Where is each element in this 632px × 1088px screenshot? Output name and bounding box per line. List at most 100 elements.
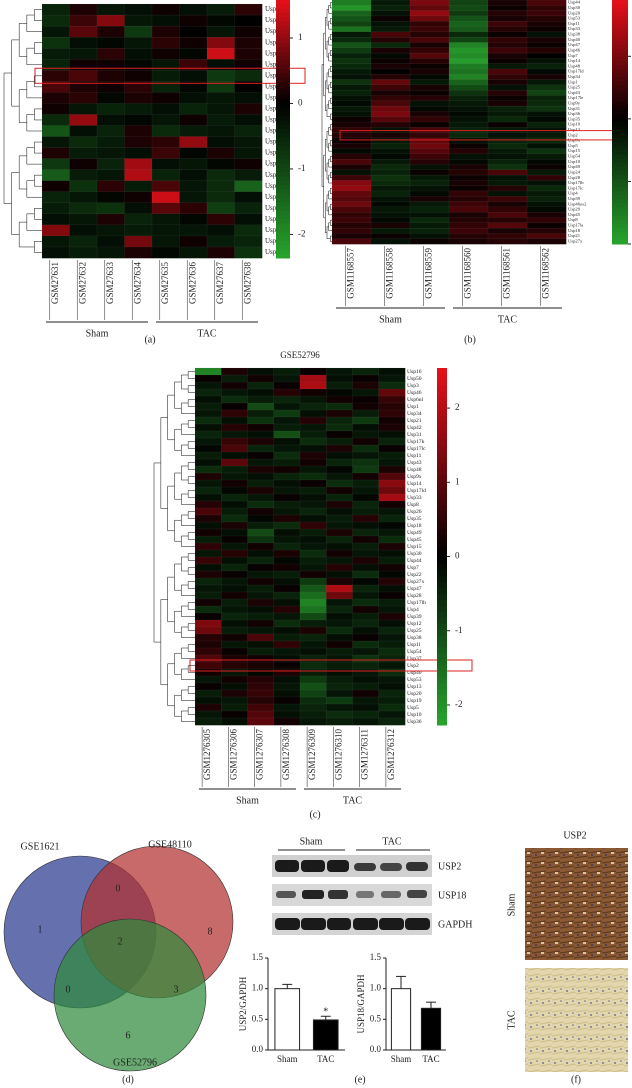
row-label: Usp28	[568, 175, 581, 180]
column-label: GSM1168561	[502, 248, 512, 299]
heatmap-cell	[96, 114, 125, 126]
row-label: Usp13	[407, 684, 422, 690]
heatmap-cell	[151, 158, 180, 171]
group-label: Sham	[379, 314, 402, 325]
heatmap-cell	[299, 710, 327, 719]
heatmap-cell	[194, 402, 222, 411]
blot-label: USP2	[438, 861, 461, 872]
heatmap-cell	[299, 395, 327, 404]
heatmap-cell	[370, 116, 411, 123]
heatmap-cell	[124, 3, 153, 16]
heatmap-cell	[370, 233, 411, 240]
row-label: Usp49	[407, 530, 422, 536]
heatmap-cell	[299, 479, 327, 488]
heatmap-cell	[247, 689, 275, 698]
heatmap-cell	[234, 191, 263, 204]
heatmap-cell	[409, 26, 450, 33]
colorbar-step	[612, 117, 628, 123]
heatmap-cell	[221, 395, 248, 404]
heatmap-cell	[179, 103, 208, 115]
heatmap-cell	[41, 169, 70, 182]
significance: *	[323, 1007, 328, 1018]
heatmap-cell	[194, 577, 222, 586]
colorbar-step	[276, 94, 290, 100]
colorbar-step	[276, 47, 290, 53]
heatmap-cell	[194, 661, 222, 670]
heatmap-cell	[487, 169, 528, 176]
row-label: Usp4	[407, 607, 419, 613]
heatmap-cell	[194, 451, 222, 460]
heatmap-cell	[378, 682, 406, 691]
colorbar-step	[612, 24, 628, 29]
row-label: Usp10	[568, 159, 581, 164]
heatmap-cell	[179, 36, 208, 49]
row-label: Usp33	[265, 127, 284, 135]
heatmap-cell	[448, 52, 489, 59]
colorbar-step	[437, 409, 447, 417]
heatmap-cell	[273, 451, 301, 460]
row-label: Usp6nl	[407, 397, 424, 403]
heatmap-cell	[326, 430, 353, 439]
heatmap-cell	[221, 367, 248, 376]
heatmap-cell	[487, 143, 528, 149]
colorbar-step	[612, 154, 628, 160]
heatmap-cell	[331, 222, 372, 229]
heatmap-cell	[124, 36, 153, 49]
heatmap-cell	[194, 395, 222, 404]
heatmap-cell	[326, 661, 353, 670]
colorbar-step	[437, 713, 447, 720]
heatmap-cell	[487, 5, 528, 12]
heatmap-cell	[179, 14, 208, 27]
heatmap-cell	[331, 153, 372, 160]
heatmap-cell	[221, 563, 248, 572]
heatmap-cell	[299, 633, 327, 642]
colorbar-step	[276, 249, 290, 255]
heatmap-cell	[526, 206, 567, 213]
heatmap-cell	[299, 514, 327, 523]
heatmap-cell	[96, 158, 125, 171]
heatmap-cell	[448, 84, 489, 91]
heatmap-cell	[526, 63, 567, 70]
heatmap-cell	[331, 227, 372, 234]
colorbar-step	[437, 385, 447, 393]
heatmap	[331, 0, 567, 245]
heatmap-cell	[41, 36, 70, 49]
colorbar-step	[612, 56, 628, 62]
heatmap-cell	[194, 563, 222, 572]
heatmap-cell	[448, 212, 489, 218]
row-label: Usp24	[265, 204, 284, 212]
heatmap-cell	[299, 528, 327, 537]
row-label: Usp22	[265, 38, 284, 46]
heatmap-cell	[409, 95, 450, 102]
heatmap-cell	[194, 703, 222, 712]
heatmap-cell	[179, 92, 208, 104]
heatmap-cell	[526, 217, 567, 224]
heatmap-cell	[378, 465, 406, 474]
heatmap-cell	[526, 158, 567, 165]
row-label: Usp14	[265, 49, 284, 57]
heatmap-cell	[331, 121, 372, 128]
heatmap-cell	[206, 3, 235, 16]
heatmap-cell	[487, 63, 528, 70]
heatmap-cell	[194, 535, 222, 544]
heatmap-cell	[326, 612, 353, 621]
heatmap-cell	[409, 137, 450, 144]
heatmap-cell	[526, 31, 567, 38]
heatmap-cell	[151, 180, 180, 193]
heatmap-cell	[247, 465, 275, 474]
heatmap-cell	[206, 136, 235, 149]
heatmap-cell	[247, 563, 275, 572]
heatmap-cell	[331, 42, 372, 49]
row-label: Usp35	[568, 116, 581, 121]
heatmap-cell	[352, 395, 380, 404]
colorbar-step	[276, 236, 290, 242]
heatmap-cell	[206, 213, 235, 226]
heatmap-cell	[273, 388, 301, 397]
heatmap-cell	[326, 493, 353, 502]
row-label: Usp47	[568, 42, 581, 47]
heatmap-cell	[352, 563, 380, 572]
heatmap-cell	[326, 542, 353, 551]
colorbar-step	[612, 85, 628, 90]
heatmap-cell	[247, 577, 275, 586]
heatmap-cell	[179, 235, 208, 248]
